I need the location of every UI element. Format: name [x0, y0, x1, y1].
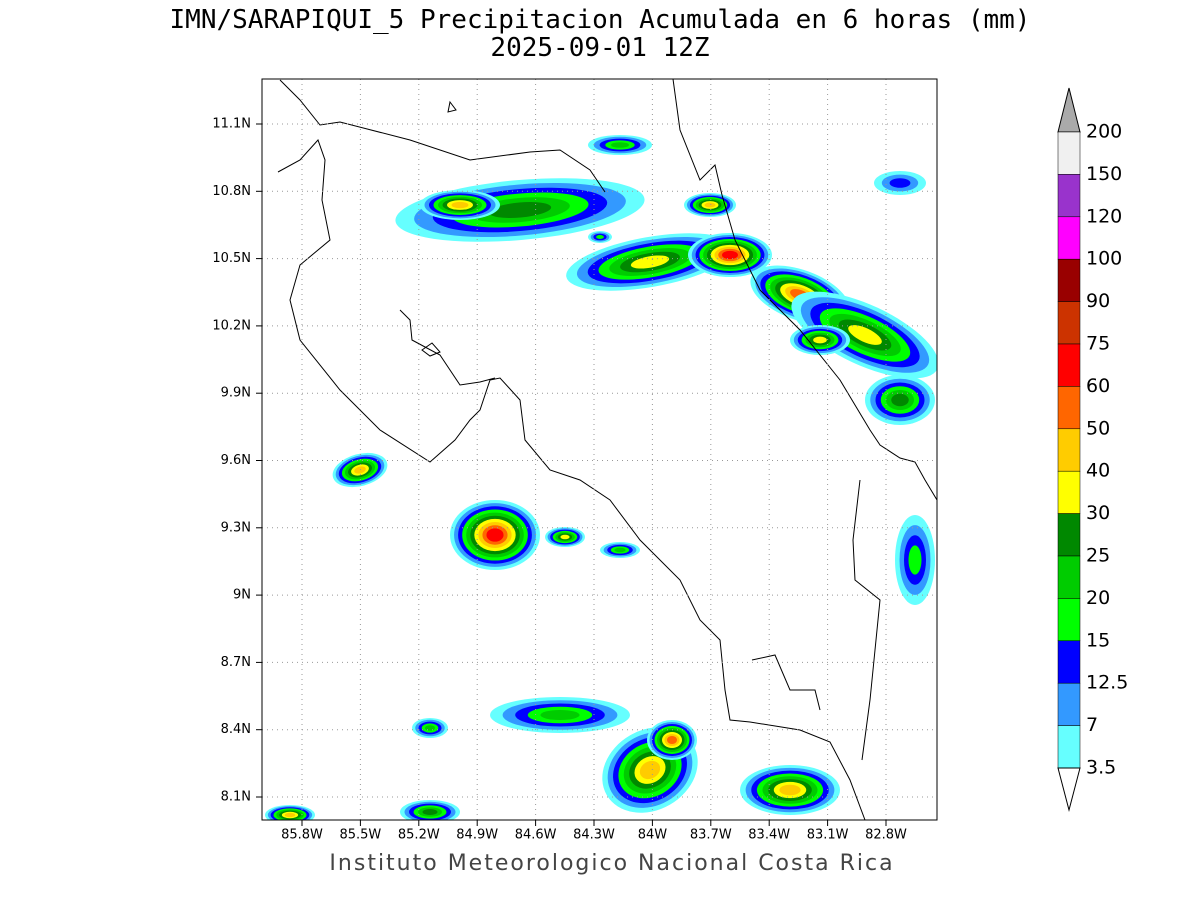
rain-area: [611, 142, 629, 148]
colorbar-label: 30: [1086, 502, 1110, 524]
rain-area: [560, 534, 570, 540]
colorbar-label: 25: [1086, 545, 1110, 567]
lon-label: 84W: [638, 828, 668, 843]
colorbar-box: [1057, 301, 1081, 345]
colorbar-box: [1057, 640, 1081, 684]
map-title: IMN/SARAPIQUI_5 Precipitacion Acumulada …: [170, 5, 1031, 35]
rain-area: [540, 709, 580, 721]
lat-label: 10.2N: [212, 318, 251, 333]
rain-area: [614, 547, 626, 553]
colorbar-box: [1057, 216, 1081, 260]
colorbar-box: [1057, 343, 1081, 387]
colorbar-label: 20: [1086, 587, 1110, 609]
lon-label: 82.8W: [865, 828, 907, 843]
rain-area: [451, 201, 469, 209]
rain-area: [630, 255, 670, 269]
lat-label: 8.1N: [221, 790, 251, 805]
rain-area: [284, 812, 296, 818]
rain-area: [848, 325, 882, 345]
rain-area: [889, 178, 911, 188]
rain-area: [486, 528, 504, 542]
rain-area: [424, 725, 436, 731]
lat-label: 10.8N: [212, 184, 251, 199]
lon-label: 83.4W: [748, 828, 790, 843]
lon-label: 85.5W: [339, 828, 381, 843]
rain-area: [722, 250, 738, 260]
lat-label: 10.5N: [212, 251, 251, 266]
colorbar-label: 40: [1086, 460, 1110, 482]
footer: Instituto Meteorologico Nacional Costa R…: [329, 851, 894, 876]
colorbar-label: 50: [1086, 417, 1110, 439]
colorbar-label: 3.5: [1086, 757, 1116, 779]
coastlines: [277, 79, 937, 820]
colorbar-box: [1057, 598, 1081, 642]
lat-label: 9N: [233, 588, 251, 603]
rain-area: [704, 202, 716, 208]
lon-label: 84.6W: [515, 828, 557, 843]
colorbar-label: 120: [1086, 205, 1122, 227]
colorbar-box: [1057, 555, 1081, 599]
colorbar-below: [1057, 767, 1081, 812]
colorbar-box: [1057, 258, 1081, 302]
map-subtitle: 2025-09-01 12Z: [490, 33, 709, 63]
rain-area: [639, 760, 661, 780]
lon-label: 85.8W: [281, 828, 323, 843]
rain-area: [779, 784, 801, 796]
map-frame: [261, 78, 938, 821]
colorbar-box: [1057, 131, 1081, 175]
colorbar-box: [1057, 386, 1081, 430]
lat-label: 9.6N: [221, 453, 251, 468]
rain-area: [891, 393, 909, 407]
lat-label: 11.1N: [212, 117, 251, 132]
lon-label: 85.2W: [398, 828, 440, 843]
colorbar-box: [1057, 174, 1081, 218]
colorbar-label: 100: [1086, 248, 1122, 270]
lat-label: 8.7N: [221, 655, 251, 670]
colorbar-label: 60: [1086, 375, 1110, 397]
lat-label: 9.3N: [221, 520, 251, 535]
colorbar: 200 150 120 100 90 75 60 50 40 30 25 20 15 12.5 7 3.5: [1057, 87, 1128, 812]
lon-label: 83.7W: [690, 828, 732, 843]
rain-area: [422, 809, 438, 815]
colorbar-above: [1057, 87, 1081, 133]
colorbar-box: [1057, 470, 1081, 514]
rain-area: [908, 545, 922, 575]
colorbar-label: 12.5: [1086, 672, 1128, 694]
lon-label: 84.3W: [573, 828, 615, 843]
colorbar-label: 150: [1086, 163, 1122, 185]
colorbar-label: 200: [1086, 121, 1122, 143]
rain-area: [667, 736, 677, 744]
lon-label: 83.1W: [807, 828, 849, 843]
colorbar-box: [1057, 428, 1081, 472]
rain-area: [813, 336, 827, 344]
lat-label: 8.4N: [221, 722, 251, 737]
rain-area: [596, 235, 604, 239]
lon-label: 84.9W: [456, 828, 498, 843]
colorbar-label: 90: [1086, 290, 1110, 312]
colorbar-box: [1057, 682, 1081, 726]
graticule: 85.8W 85.5W 85.2W 84.9W 84.6W 84.3W 84W 83.7W 83…: [212, 79, 937, 843]
colorbar-box: [1057, 513, 1081, 557]
lat-label: 9.9N: [221, 386, 251, 401]
rain-area: [488, 202, 552, 218]
colorbar-label: 7: [1086, 714, 1098, 736]
rain-area: [354, 466, 366, 474]
precipitation: [265, 135, 937, 820]
colorbar-box: [1057, 725, 1081, 769]
colorbar-label: 15: [1086, 629, 1110, 651]
colorbar-label: 75: [1086, 333, 1110, 355]
